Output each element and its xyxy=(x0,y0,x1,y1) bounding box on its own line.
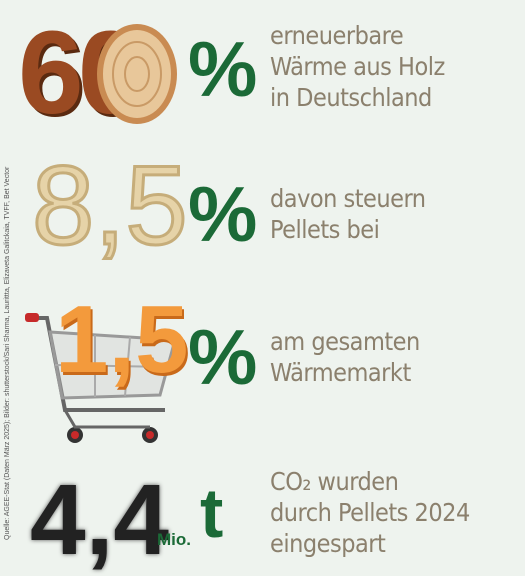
number: 4,4 xyxy=(30,464,170,576)
text-line: erneuerbare xyxy=(270,21,404,50)
text-line: Wärmemarkt xyxy=(270,358,411,387)
text: erneuerbare Wärme aus Holz in Deutschlan… xyxy=(270,20,445,113)
text-line: CO₂ wurden xyxy=(270,467,399,496)
unit: % xyxy=(188,170,258,258)
unit: t xyxy=(200,474,224,552)
number: 8,5 xyxy=(31,143,190,268)
text: CO₂ wurden durch Pellets 2024 eingespart xyxy=(270,466,470,559)
text-line: am gesamten xyxy=(270,327,420,356)
text-line: davon steuern xyxy=(270,184,426,213)
text-line: in Deutschland xyxy=(270,83,432,112)
text: am gesamten Wärmemarkt xyxy=(270,326,420,388)
wood-slice xyxy=(97,24,177,124)
number: 1,5 xyxy=(55,286,189,393)
text-line: Wärme aus Holz xyxy=(270,52,445,81)
unit: % xyxy=(188,25,258,113)
source: Quelle: AGEE-Stat (Daten März 2025); Bil… xyxy=(4,166,11,540)
text: davon steuern Pellets bei xyxy=(270,183,426,245)
unit: % xyxy=(188,313,258,401)
text-line: eingespart xyxy=(270,529,386,558)
text-line: Pellets bei xyxy=(270,215,380,244)
unit-prefix: Mio. xyxy=(157,530,191,549)
cart xyxy=(25,313,177,443)
text-line: durch Pellets 2024 xyxy=(270,498,470,527)
